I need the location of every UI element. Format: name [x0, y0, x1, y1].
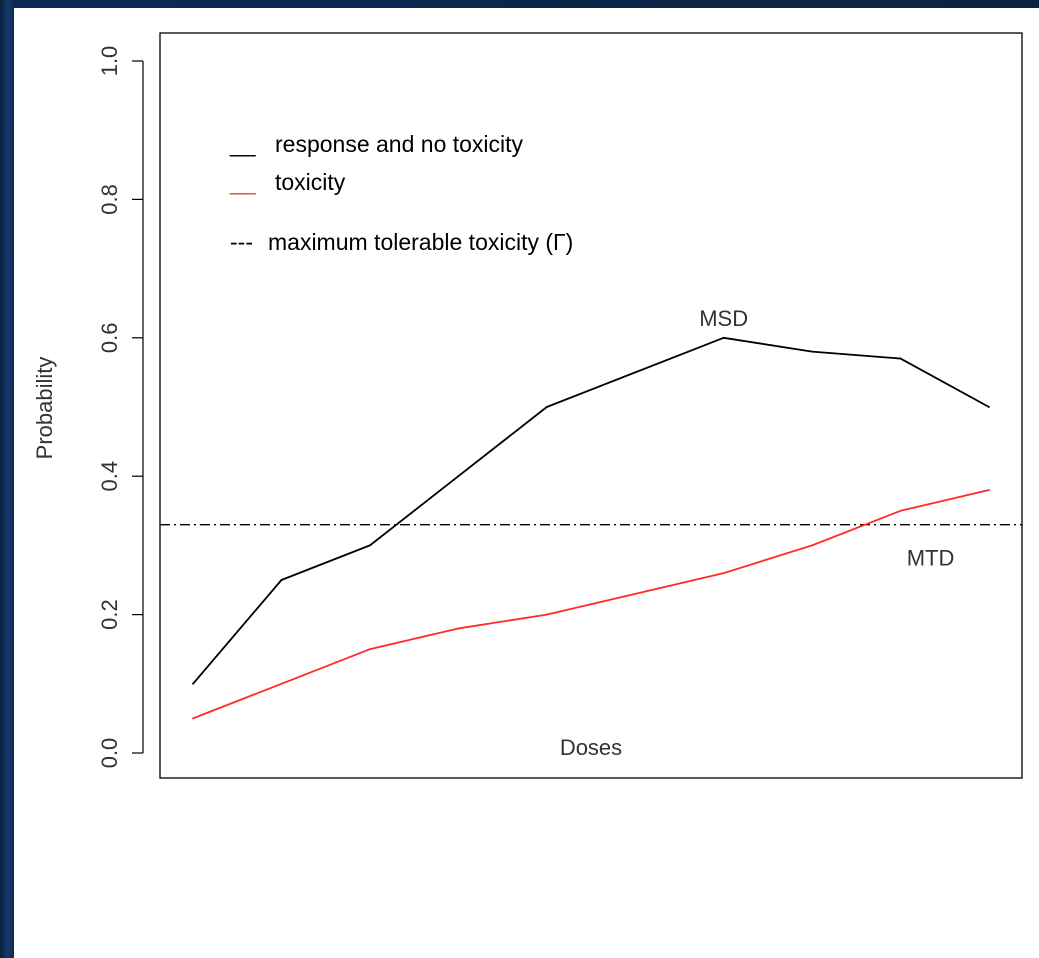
- data-point: [722, 336, 725, 339]
- data-point: [368, 544, 371, 547]
- data-point: [811, 544, 814, 547]
- legend-marker: ---: [230, 229, 253, 255]
- y-tick-label: 1.0: [97, 46, 122, 77]
- annotation-mtd: MTD: [907, 546, 955, 571]
- data-point: [368, 648, 371, 651]
- data-point: [811, 350, 814, 353]
- legend: __ response and no toxicity __ toxicity --- m…: [229, 131, 573, 255]
- plot-box: [159, 32, 1023, 779]
- y-axis: 0.0 0.2 0.4 0.6 0.8 1.0: [97, 46, 144, 769]
- data-point: [280, 579, 283, 581]
- y-tick-label: 0.0: [97, 738, 122, 769]
- annotation-msd: MSD: [699, 306, 748, 331]
- data-point: [192, 717, 194, 720]
- y-tick-label: 0.2: [97, 599, 122, 630]
- series-lines: [192, 336, 990, 720]
- series-line-response: [192, 336, 990, 685]
- y-tick-label: 0.8: [97, 184, 122, 215]
- data-point: [634, 371, 637, 374]
- legend-marker: __: [229, 169, 257, 195]
- legend-label: toxicity: [275, 169, 346, 195]
- data-point: [545, 406, 548, 408]
- data-point: [988, 406, 990, 408]
- data-point: [634, 592, 637, 595]
- y-axis-title: Probability: [32, 357, 57, 460]
- series-line-toxicity: [192, 489, 990, 720]
- data-point: [457, 627, 460, 630]
- plot-panel: [14, 8, 1039, 958]
- data-point: [192, 682, 194, 685]
- y-tick-label: 0.4: [97, 461, 122, 492]
- data-point: [457, 475, 460, 478]
- x-axis-title: Doses: [560, 735, 622, 760]
- legend-label: response and no toxicity: [275, 131, 524, 157]
- data-point: [899, 357, 902, 360]
- annotations: MSD MTD: [699, 306, 954, 571]
- legend-marker: __: [229, 131, 257, 157]
- data-point: [545, 613, 548, 616]
- data-point: [280, 682, 283, 685]
- data-point: [722, 572, 725, 574]
- data-point: [988, 489, 990, 491]
- y-tick-label: 0.6: [97, 323, 122, 354]
- legend-label: maximum tolerable toxicity (Γ): [268, 229, 573, 255]
- data-point: [899, 509, 902, 512]
